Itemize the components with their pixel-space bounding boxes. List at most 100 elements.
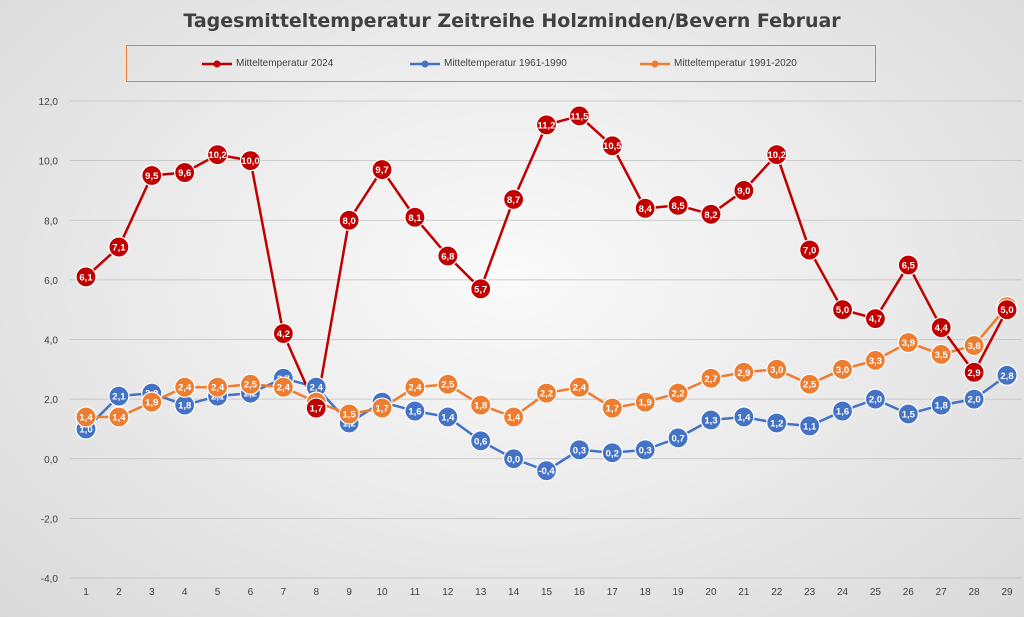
data-label: 2,5 [441,380,455,391]
data-label: 5,7 [474,284,487,295]
data-label: 9,5 [145,171,159,182]
legend-label-1991-2020: Mitteltemperatur 1991-2020 [674,58,797,69]
data-point [733,179,755,202]
x-tick-label: 15 [541,587,553,598]
data-label: 0,0 [507,454,520,465]
data-point [75,266,97,288]
data-point [930,316,952,339]
data-point [963,361,985,383]
data-label: 3,9 [902,338,915,349]
x-tick-label: 6 [248,587,254,598]
data-label: 2,2 [540,389,553,400]
data-point [963,388,985,410]
data-point [338,403,360,425]
data-label: 10,2 [208,150,227,161]
data-label: 10,2 [768,150,787,161]
x-tick-label: 18 [640,587,652,598]
data-point [503,188,525,210]
data-label: 0,3 [573,445,586,456]
data-label: 7,0 [803,246,816,257]
legend-marker-1991-2020 [640,60,670,67]
data-point [404,206,426,228]
x-tick-label: 12 [442,587,454,598]
data-point [305,397,327,419]
data-point [864,349,887,371]
y-tick-label: 0,0 [44,455,58,466]
data-label: 1,7 [606,404,619,415]
data-point [437,406,459,428]
data-label: 8,1 [408,213,422,224]
data-point [963,334,985,357]
data-point [766,358,788,380]
legend-item-1961-1990: Mitteltemperatur 1961-1990 [410,46,567,81]
y-tick-label: -2,0 [41,514,59,525]
data-point [404,400,426,422]
data-point [799,415,821,437]
y-tick-label: -4,0 [41,574,59,585]
data-point [996,299,1018,321]
data-point [437,373,459,395]
data-point [108,385,130,407]
legend-dot-1991-2020 [651,60,659,67]
data-point [733,406,755,428]
y-tick-label: 6,0 [44,276,58,287]
x-tick-label: 1 [83,587,89,598]
data-label: 1,5 [343,410,357,421]
data-label: 6,8 [441,252,454,263]
data-label: 2,4 [573,383,587,394]
data-point [174,376,196,398]
x-tick-label: 13 [475,587,487,598]
data-label: 10,0 [241,156,260,167]
x-tick-label: 10 [376,587,388,598]
data-point [174,161,196,184]
data-label: 2,4 [310,383,324,394]
data-label: 0,7 [671,433,684,444]
data-point [897,403,919,425]
data-label: 2,4 [211,383,225,394]
data-label: 11,5 [570,111,589,122]
data-label: 8,0 [343,216,356,227]
data-label: 1,9 [145,398,158,409]
data-label: 7,1 [112,243,126,254]
data-label: 1,7 [310,404,323,415]
data-point [338,209,360,231]
data-point [700,367,722,389]
data-point [568,105,590,127]
data-label: 2,0 [869,395,882,406]
legend-marker-2024 [202,60,232,67]
x-tick-label: 14 [508,587,520,598]
data-label: 1,4 [737,413,751,424]
data-label: 2,9 [967,368,980,379]
data-point [470,430,492,452]
data-label: 3,8 [967,341,980,352]
legend-item-2024: Mitteltemperatur 2024 [202,46,333,81]
x-tick-label: 19 [673,587,685,598]
x-tick-label: 27 [936,587,948,598]
data-point [470,394,492,416]
data-point [667,427,689,449]
data-point [864,388,887,410]
data-label: 6,5 [902,260,916,271]
data-point [108,406,130,428]
data-label: 2,0 [967,395,980,406]
data-label: 4,4 [935,323,949,334]
data-point [601,397,623,419]
legend-dot-2024 [213,60,221,67]
data-label: 5,0 [836,305,849,316]
data-label: 1,6 [836,407,849,418]
x-tick-label: 9 [346,587,352,598]
data-label: 1,8 [474,401,487,412]
data-label: 9,6 [178,168,191,179]
data-point [371,397,393,419]
data-label: 8,4 [639,204,653,215]
data-label: 2,4 [178,383,192,394]
data-point [272,322,294,345]
data-label: 8,2 [704,210,717,221]
x-tick-label: 11 [410,587,421,598]
data-label: 1,1 [803,421,817,432]
x-tick-label: 23 [804,587,816,598]
y-tick-label: 2,0 [44,395,58,406]
data-point [897,254,919,276]
data-label: 1,4 [441,413,455,424]
x-tick-label: 7 [281,587,287,598]
